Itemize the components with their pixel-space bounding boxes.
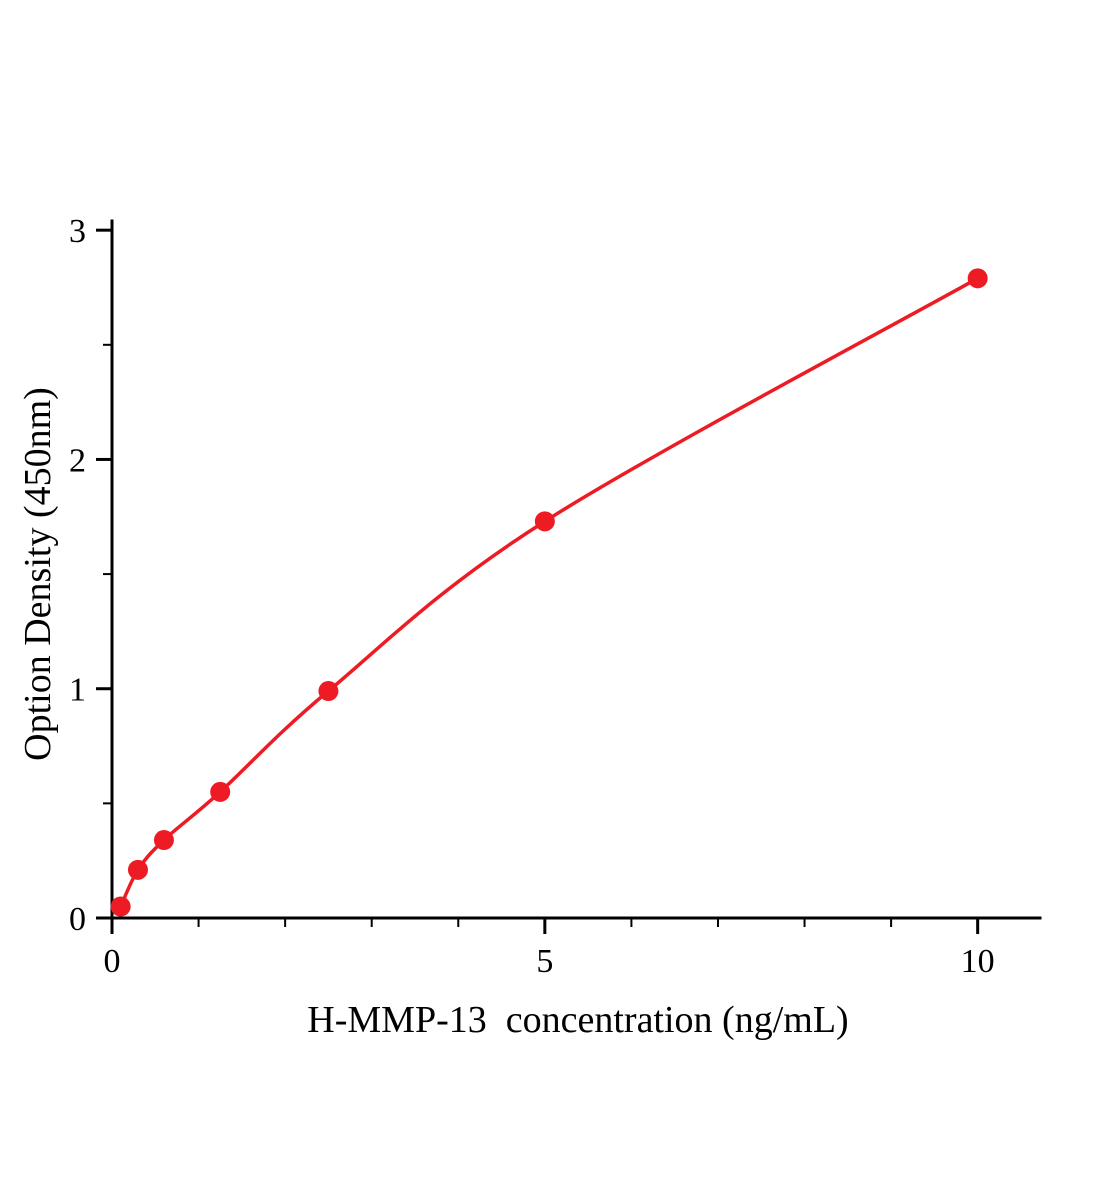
data-series bbox=[110, 268, 988, 917]
axis-titles: Option Density (450nm) H-MMP-13 concentr… bbox=[17, 387, 849, 1041]
y-tick-label: 0 bbox=[69, 901, 86, 938]
fit-curve bbox=[118, 276, 980, 909]
data-point-marker bbox=[153, 830, 174, 851]
data-point-marker bbox=[110, 896, 131, 917]
data-point-marker bbox=[210, 781, 231, 802]
axis-ticks bbox=[96, 228, 980, 934]
data-point-marker bbox=[967, 268, 988, 289]
axis-spines bbox=[110, 219, 1042, 920]
y-tick-label: 3 bbox=[69, 213, 86, 250]
x-tick-label: 5 bbox=[536, 943, 553, 980]
data-point-marker bbox=[127, 859, 148, 880]
y-tick-label: 1 bbox=[69, 672, 86, 709]
x-tick-label: 0 bbox=[104, 943, 121, 980]
y-axis-title: Option Density (450nm) bbox=[17, 387, 59, 761]
data-point-marker bbox=[318, 681, 339, 702]
y-tick-label: 2 bbox=[69, 442, 86, 479]
x-tick-label: 10 bbox=[961, 943, 995, 980]
tick-labels: 0 5 10 0 1 2 3 bbox=[69, 213, 995, 980]
axes bbox=[110, 219, 1042, 920]
x-axis-title: H-MMP-13 concentration (ng/mL) bbox=[307, 999, 848, 1041]
data-point-marker bbox=[534, 511, 555, 532]
